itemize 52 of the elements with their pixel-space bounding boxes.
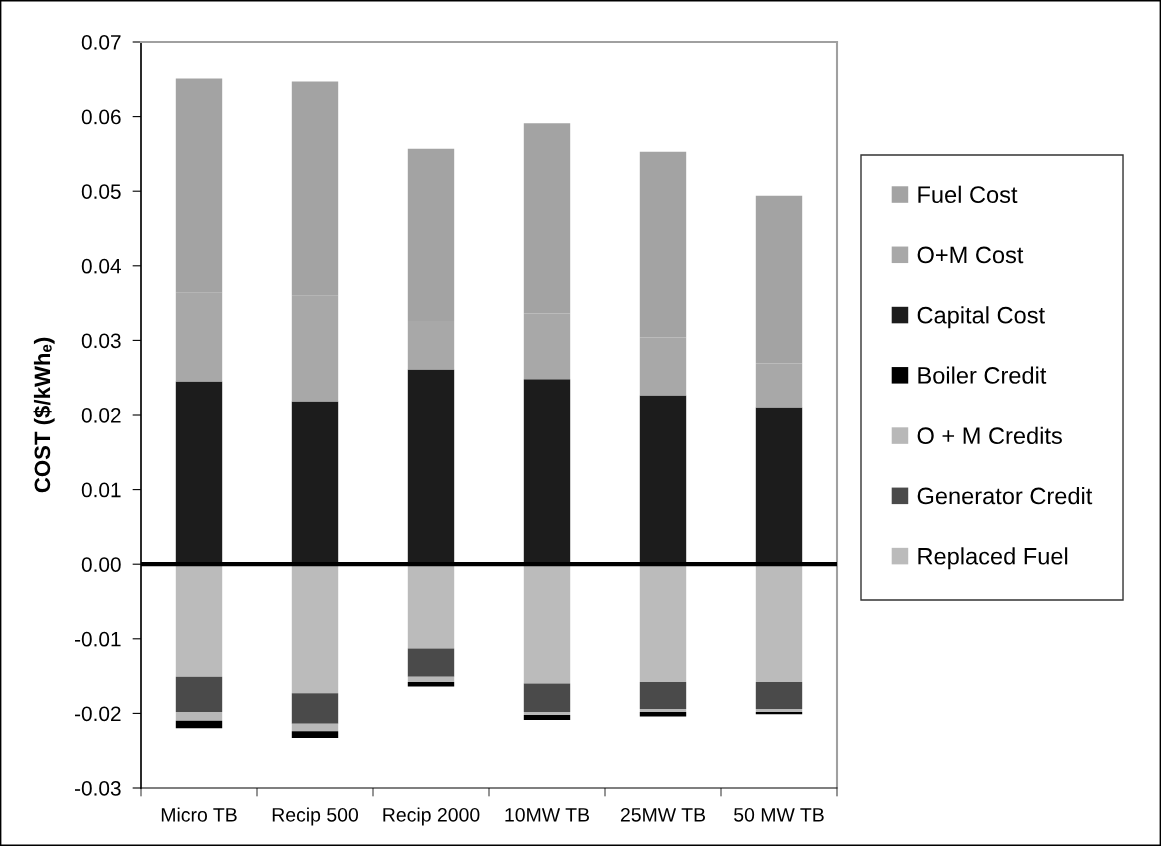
legend-label: Fuel Cost [918, 185, 1018, 204]
bar [291, 401, 339, 565]
bar [523, 564, 571, 684]
bar [175, 381, 223, 565]
bar [291, 731, 339, 739]
y-tick-label: 0.04 [81, 258, 121, 274]
bar [291, 693, 339, 724]
bar [175, 676, 223, 712]
bar [755, 564, 803, 683]
bar [639, 682, 687, 709]
x-tick-label: Recip 2000 [383, 807, 480, 826]
bar [407, 648, 455, 677]
bar [407, 564, 455, 649]
legend-label: Generator Credit [917, 486, 1093, 505]
y-tick-label: 0.05 [81, 184, 121, 199]
bar [639, 395, 687, 565]
legend-label: Capital Cost [917, 306, 1045, 329]
legend-label: Boiler Credit [918, 366, 1047, 384]
bar [523, 711, 571, 715]
x-tick-label: 50 MW TB [734, 807, 824, 822]
y-tick-label: 0.06 [81, 109, 121, 125]
bar [291, 723, 339, 732]
bar [175, 564, 223, 677]
y-tick-label: -0.02 [75, 706, 121, 722]
x-tick-label: Micro TB [161, 807, 237, 822]
y-tick-label: 0.03 [81, 333, 121, 349]
legend-label: O + M Credits [917, 426, 1062, 445]
y-tick-label: 0.01 [81, 482, 121, 498]
bar [407, 682, 455, 687]
bar [291, 564, 339, 694]
y-tick-label: 0.07 [81, 35, 121, 50]
bar [523, 683, 571, 712]
legend-label: Replaced Fuel [918, 547, 1068, 570]
x-tick-label: Recip 500 [272, 807, 359, 826]
x-tick-label: 10MW TB [505, 807, 590, 822]
bar [523, 714, 571, 721]
bar [175, 720, 223, 729]
y-tick-label: 0.02 [81, 408, 121, 423]
bar [639, 708, 687, 712]
bar [639, 564, 687, 683]
bar [523, 379, 571, 565]
legend-label: O+M Cost [917, 246, 1024, 264]
bar [755, 682, 803, 709]
y-tick-label: -0.03 [75, 781, 121, 796]
x-tick-label: 25MW TB [620, 807, 706, 822]
bar [175, 711, 223, 721]
bar [407, 369, 455, 565]
bar [407, 676, 455, 683]
y-tick-label: 0.00 [81, 557, 121, 572]
bar [755, 407, 803, 565]
y-axis-title: COST ($/kWhₑ) [33, 337, 55, 493]
y-tick-label: -0.01 [75, 631, 121, 647]
